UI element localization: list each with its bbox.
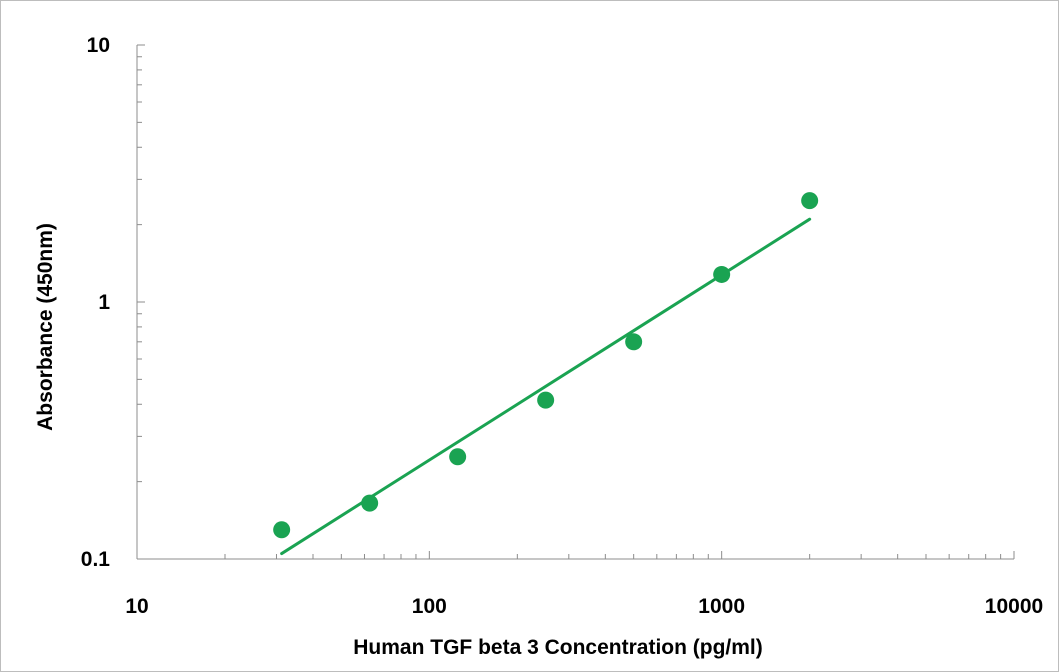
y-tick-label: 10 [87,34,110,57]
data-point [449,448,467,466]
data-point [713,265,731,283]
data-point [801,192,819,210]
data-point [625,333,643,351]
data-points [273,192,819,539]
y-axis-title: Absorbance (450nm) [34,223,57,431]
x-tick-label: 100 [412,595,447,618]
tick-labels: 10 100 1000 10000 0.1 1 10 [81,34,1043,618]
data-point [273,521,291,539]
y-tick-label: 1 [98,291,110,314]
y-tick-label: 0.1 [81,548,111,571]
data-point [537,391,555,409]
x-axis-title: Human TGF beta 3 Concentration (pg/ml) [353,636,763,659]
trendline [280,217,812,556]
ticks [136,44,1015,560]
trendline-line [280,217,812,556]
data-point [361,494,379,512]
x-tick-label: 1000 [698,595,745,618]
x-tick-label: 10 [125,595,148,618]
x-tick-label: 10000 [985,595,1043,618]
axes [136,45,1014,560]
